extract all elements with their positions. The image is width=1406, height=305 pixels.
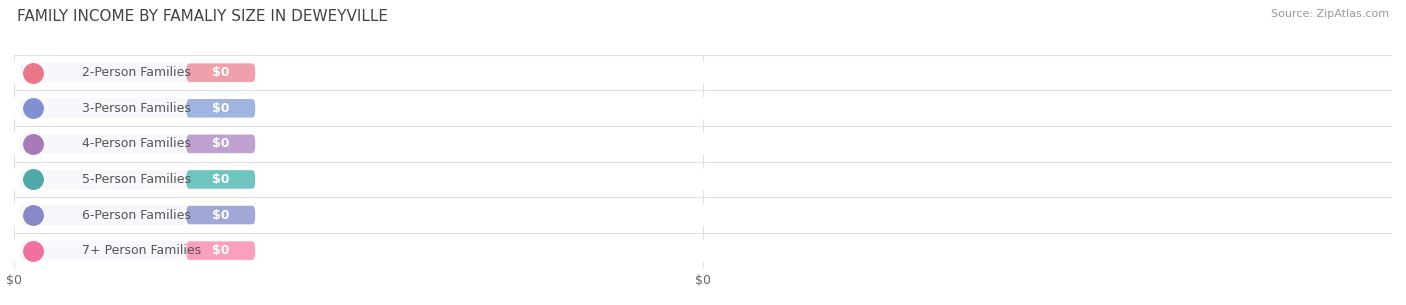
Text: $0: $0: [212, 173, 229, 186]
Text: 7+ Person Families: 7+ Person Families: [82, 244, 201, 257]
Text: 6-Person Families: 6-Person Families: [82, 209, 190, 221]
Text: 3-Person Families: 3-Person Families: [82, 102, 190, 115]
Text: FAMILY INCOME BY FAMALIY SIZE IN DEWEYVILLE: FAMILY INCOME BY FAMALIY SIZE IN DEWEYVI…: [17, 9, 388, 24]
FancyBboxPatch shape: [20, 134, 256, 154]
FancyBboxPatch shape: [20, 170, 256, 189]
FancyBboxPatch shape: [14, 133, 1392, 155]
Text: $0: $0: [212, 102, 229, 115]
FancyBboxPatch shape: [20, 98, 256, 118]
FancyBboxPatch shape: [20, 63, 256, 83]
FancyBboxPatch shape: [20, 205, 256, 225]
FancyBboxPatch shape: [14, 204, 1392, 226]
Text: $0: $0: [212, 209, 229, 221]
Text: 4-Person Families: 4-Person Families: [82, 137, 190, 150]
FancyBboxPatch shape: [186, 63, 256, 82]
Text: 2-Person Families: 2-Person Families: [82, 66, 190, 79]
FancyBboxPatch shape: [14, 97, 1392, 119]
FancyBboxPatch shape: [14, 168, 1392, 190]
Text: $0: $0: [212, 137, 229, 150]
Text: 5-Person Families: 5-Person Families: [82, 173, 191, 186]
Text: $0: $0: [212, 66, 229, 79]
Text: $0: $0: [212, 244, 229, 257]
FancyBboxPatch shape: [186, 170, 256, 189]
FancyBboxPatch shape: [186, 241, 256, 260]
Text: Source: ZipAtlas.com: Source: ZipAtlas.com: [1271, 9, 1389, 19]
FancyBboxPatch shape: [14, 62, 1392, 84]
FancyBboxPatch shape: [186, 99, 256, 117]
FancyBboxPatch shape: [20, 241, 256, 260]
FancyBboxPatch shape: [186, 206, 256, 224]
FancyBboxPatch shape: [186, 135, 256, 153]
FancyBboxPatch shape: [14, 240, 1392, 262]
